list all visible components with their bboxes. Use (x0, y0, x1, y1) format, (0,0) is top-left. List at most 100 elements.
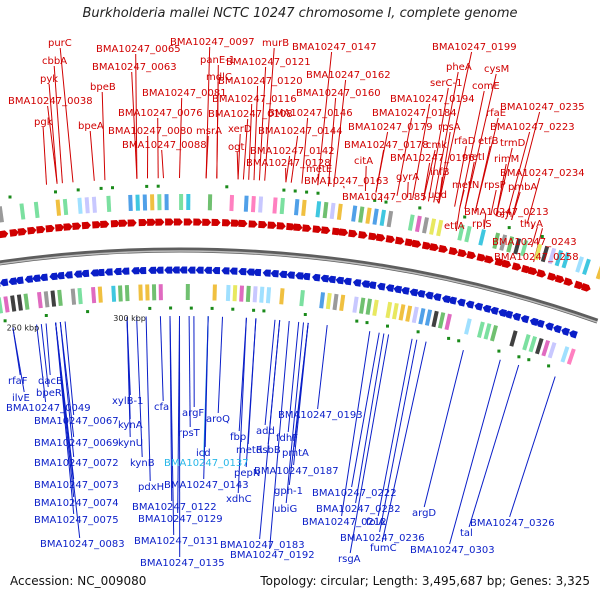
forward-gene-arrow (27, 226, 37, 235)
category-block (179, 194, 184, 210)
marker-dot (282, 188, 286, 192)
reverse-gene-callout-line (59, 321, 75, 458)
category-block (490, 324, 498, 342)
category-block (372, 299, 379, 317)
forward-gene-arrow (248, 220, 258, 228)
marker-dot (3, 319, 7, 323)
forward-gene-callout-line (412, 103, 431, 199)
category-block (407, 214, 415, 231)
forward-gene-arrow (331, 227, 342, 236)
category-block (352, 296, 359, 313)
marker-dot (76, 188, 80, 192)
reverse-gene-arrow (262, 269, 271, 277)
reverse-gene-arrow (520, 315, 530, 324)
category-block (554, 249, 564, 267)
category-block (145, 284, 150, 301)
forward-gene-arrow (165, 218, 175, 226)
category-block (33, 201, 40, 219)
category-block (185, 283, 190, 301)
reverse-gene-label: metR (236, 445, 263, 456)
forward-gene-arrow (494, 257, 505, 267)
forward-gene-callout-line (464, 161, 475, 209)
category-block (392, 302, 399, 320)
reverse-gene-label: BMA10247_0222 (312, 488, 397, 499)
reverse-gene-arrow (104, 268, 113, 276)
forward-gene-arrow (521, 264, 531, 274)
forward-gene-label: BMA10247_0076 (118, 108, 203, 119)
forward-gene-callout-line (511, 191, 521, 221)
forward-gene-label: metN (452, 180, 479, 191)
category-block (464, 225, 472, 243)
forward-gene-label: BMA10247_0160 (296, 88, 381, 99)
forward-gene-callout-line (47, 105, 58, 184)
forward-gene-label: orn (496, 209, 512, 220)
reverse-gene-label: BMA10247_0232 (316, 504, 401, 515)
reverse-gene-callout-line (269, 320, 290, 550)
reverse-gene-label: kynB (130, 458, 155, 469)
reverse-gene-arrow (131, 267, 140, 275)
reverse-gene-callout-line (136, 316, 143, 458)
reverse-gene-callout-line (288, 322, 309, 486)
forward-gene-callout-line (483, 213, 487, 230)
category-block (379, 209, 387, 227)
category-block (520, 239, 529, 257)
forward-gene-arrow (92, 221, 102, 229)
forward-gene-label: BMA10247_0199 (432, 42, 517, 53)
forward-gene-arrow (312, 225, 322, 233)
reverse-gene-arrow (432, 293, 442, 302)
forward-gene-arrow (476, 253, 487, 262)
forward-gene-arrow (348, 229, 358, 238)
reverse-gene-arrow (504, 310, 514, 319)
category-block (245, 285, 251, 302)
category-block (91, 286, 97, 304)
reverse-gene-arrow (90, 269, 99, 277)
forward-gene-arrow (81, 221, 91, 230)
forward-gene-arrow (358, 230, 368, 239)
forward-gene-callout-line (53, 65, 63, 184)
reverse-gene-arrow (536, 319, 545, 328)
marker-dot (148, 306, 152, 310)
forward-gene-label: rpsP (484, 180, 506, 191)
forward-gene-arrow (193, 218, 203, 226)
forward-gene-arrow (183, 218, 193, 226)
category-block (243, 195, 249, 212)
forward-gene-label: citA (354, 156, 373, 167)
forward-gene-label: purC (48, 38, 72, 49)
category-block (252, 286, 258, 303)
reverse-gene-arrow (32, 274, 41, 282)
marker-dot (373, 198, 377, 202)
forward-gene-callout-line (455, 207, 461, 232)
category-block (325, 292, 332, 310)
forward-gene-arrow (110, 220, 120, 228)
forward-gene-callout-line (438, 176, 443, 204)
category-block (77, 197, 83, 214)
kbp-label: 300 kbp (113, 314, 146, 323)
category-block (499, 234, 508, 251)
forward-gene-label: BMA10247_0243 (492, 237, 577, 248)
reverse-gene-arrow (246, 268, 255, 276)
forward-gene-label: ugd (428, 190, 447, 201)
category-block (476, 321, 485, 339)
category-block (424, 309, 433, 326)
category-block (279, 288, 285, 305)
reverse-gene-callout-line (341, 331, 371, 517)
category-block (339, 294, 346, 311)
forward-gene-label: BMA10247_0097 (170, 37, 255, 48)
category-block (322, 201, 329, 219)
reverse-gene-arrow (465, 300, 475, 309)
reverse-gene-label: pepN (234, 468, 260, 479)
reverse-gene-arrow (312, 273, 321, 282)
category-block (444, 313, 452, 331)
reverse-gene-arrow (343, 277, 352, 286)
reverse-gene-label: add (256, 426, 275, 437)
forward-gene-label: pyk (40, 74, 58, 85)
forward-gene-label: panE-1 (200, 55, 235, 66)
marker-dot (527, 358, 531, 362)
forward-gene-label: msrA (196, 126, 222, 137)
forward-gene-arrow (536, 269, 547, 278)
reverse-gene-arrow (8, 277, 17, 286)
category-block (372, 208, 379, 225)
reverse-gene-arrow (448, 296, 457, 305)
category-block (561, 251, 571, 269)
